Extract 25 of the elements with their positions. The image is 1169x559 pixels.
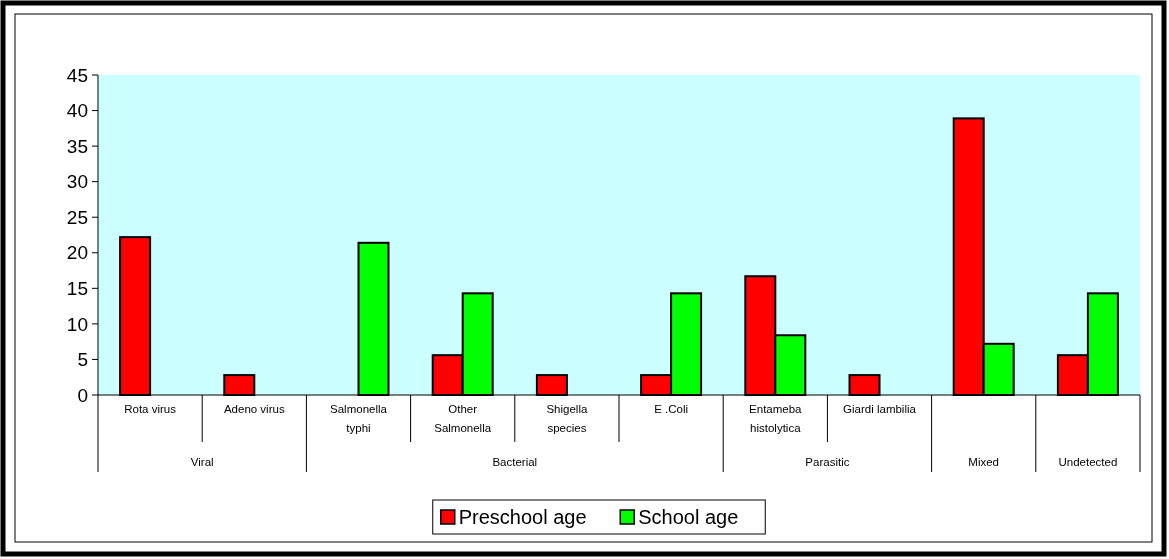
x-tick-label: Salmonella typhi — [330, 403, 388, 434]
y-tick-label: 0 — [77, 384, 88, 406]
y-tick-label: 10 — [66, 313, 88, 335]
y-tick-label: 5 — [77, 349, 88, 371]
x-tick-label: Entameba histolytica — [749, 403, 803, 434]
text: Undetected — [1058, 456, 1118, 468]
text: Parasitic — [805, 456, 850, 468]
x-tick-label: Shigella species — [546, 403, 588, 434]
x-tick-label: Adeno virus — [223, 403, 285, 415]
y-tick-label: 20 — [66, 242, 88, 264]
text: Viral — [190, 456, 214, 468]
y-tick-label: 15 — [66, 277, 88, 299]
legend-label: Preschool age — [458, 506, 587, 528]
text: Bacterial — [492, 456, 538, 468]
x-tick-label: Giardi lambilia — [843, 403, 917, 415]
y-tick-label: 30 — [66, 171, 88, 193]
x-tick-label: Other Salmonella — [434, 403, 492, 434]
text: Mixed — [968, 456, 1000, 468]
x-tick-label: E .Coli — [654, 403, 689, 415]
y-tick-label: 40 — [66, 100, 88, 122]
legend-label: School age — [638, 506, 739, 528]
x-tick-label: Rota virus — [124, 403, 177, 415]
y-tick-label: 45 — [66, 64, 88, 86]
y-tick-label: 35 — [66, 135, 88, 157]
y-tick-label: 25 — [66, 206, 88, 228]
